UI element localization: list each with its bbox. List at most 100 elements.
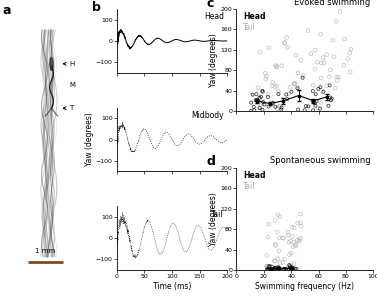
Point	[275, 265, 281, 270]
Point	[266, 266, 272, 270]
Point	[292, 266, 298, 271]
Point	[313, 92, 319, 97]
Point	[296, 239, 302, 244]
Point	[326, 75, 333, 80]
Point	[274, 106, 280, 111]
Point	[312, 101, 318, 106]
Y-axis label: Yaw (degrees): Yaw (degrees)	[209, 33, 218, 87]
Point	[297, 220, 303, 225]
Point	[251, 104, 257, 109]
Point	[271, 259, 277, 263]
Point	[289, 225, 295, 230]
Point	[290, 266, 296, 271]
Point	[281, 40, 287, 45]
Point	[273, 267, 279, 272]
Point	[279, 63, 285, 68]
Point	[286, 263, 292, 268]
Text: c: c	[206, 0, 214, 10]
Point	[287, 85, 293, 90]
Point	[283, 92, 289, 97]
Point	[280, 260, 286, 265]
Point	[276, 89, 282, 94]
Point	[291, 82, 297, 86]
Point	[257, 96, 263, 101]
Point	[280, 236, 287, 241]
Point	[305, 28, 311, 33]
Point	[274, 230, 280, 234]
Point	[266, 266, 272, 271]
Point	[293, 267, 299, 272]
Point	[298, 236, 304, 241]
Point	[302, 108, 308, 112]
Point	[310, 108, 316, 113]
Point	[334, 74, 340, 79]
Point	[291, 225, 297, 230]
Point	[327, 95, 333, 100]
Point	[259, 107, 265, 112]
Text: Spontaneous swimming: Spontaneous swimming	[270, 157, 371, 166]
Point	[266, 264, 272, 269]
Point	[320, 90, 326, 95]
Point	[272, 85, 278, 89]
Point	[286, 267, 292, 272]
Point	[318, 76, 324, 80]
Point	[325, 103, 331, 108]
Point	[295, 70, 301, 75]
Point	[254, 98, 260, 103]
Point	[300, 75, 306, 80]
Point	[260, 89, 266, 94]
Point	[288, 89, 294, 94]
Point	[280, 236, 286, 240]
Point	[253, 92, 259, 97]
Point	[276, 103, 282, 108]
Point	[282, 256, 288, 261]
Point	[317, 106, 323, 111]
Point	[315, 106, 321, 111]
Point	[264, 267, 270, 272]
Point	[265, 267, 271, 272]
Point	[342, 37, 348, 41]
Point	[281, 267, 287, 272]
Point	[272, 218, 278, 223]
Point	[276, 104, 282, 109]
Point	[251, 108, 257, 112]
Point	[264, 264, 270, 268]
Point	[259, 88, 265, 93]
Point	[273, 63, 279, 68]
Point	[285, 45, 291, 50]
Point	[295, 107, 301, 112]
Point	[312, 67, 318, 72]
Point	[257, 104, 263, 109]
Point	[276, 248, 282, 253]
Text: b: b	[92, 2, 101, 14]
Point	[264, 253, 270, 258]
Point	[298, 224, 304, 229]
Point	[326, 83, 333, 88]
Point	[272, 258, 278, 263]
Point	[281, 266, 287, 271]
Point	[266, 264, 272, 268]
Point	[291, 81, 297, 86]
Point	[269, 264, 275, 269]
Point	[248, 100, 254, 105]
Point	[298, 58, 304, 63]
Point	[297, 212, 303, 216]
Text: d: d	[206, 155, 215, 168]
Text: Head: Head	[204, 12, 224, 21]
Point	[310, 89, 316, 94]
Point	[265, 268, 271, 272]
Point	[318, 61, 324, 65]
Point	[275, 212, 281, 217]
Point	[286, 91, 292, 96]
Text: Tail: Tail	[211, 209, 224, 218]
Text: Head: Head	[243, 12, 266, 21]
Point	[334, 78, 340, 83]
Point	[270, 80, 276, 85]
Point	[257, 50, 263, 55]
Point	[330, 38, 336, 43]
Point	[272, 104, 278, 109]
Point	[328, 98, 334, 103]
Point	[272, 265, 278, 270]
Point	[287, 252, 293, 257]
Point	[276, 92, 282, 96]
